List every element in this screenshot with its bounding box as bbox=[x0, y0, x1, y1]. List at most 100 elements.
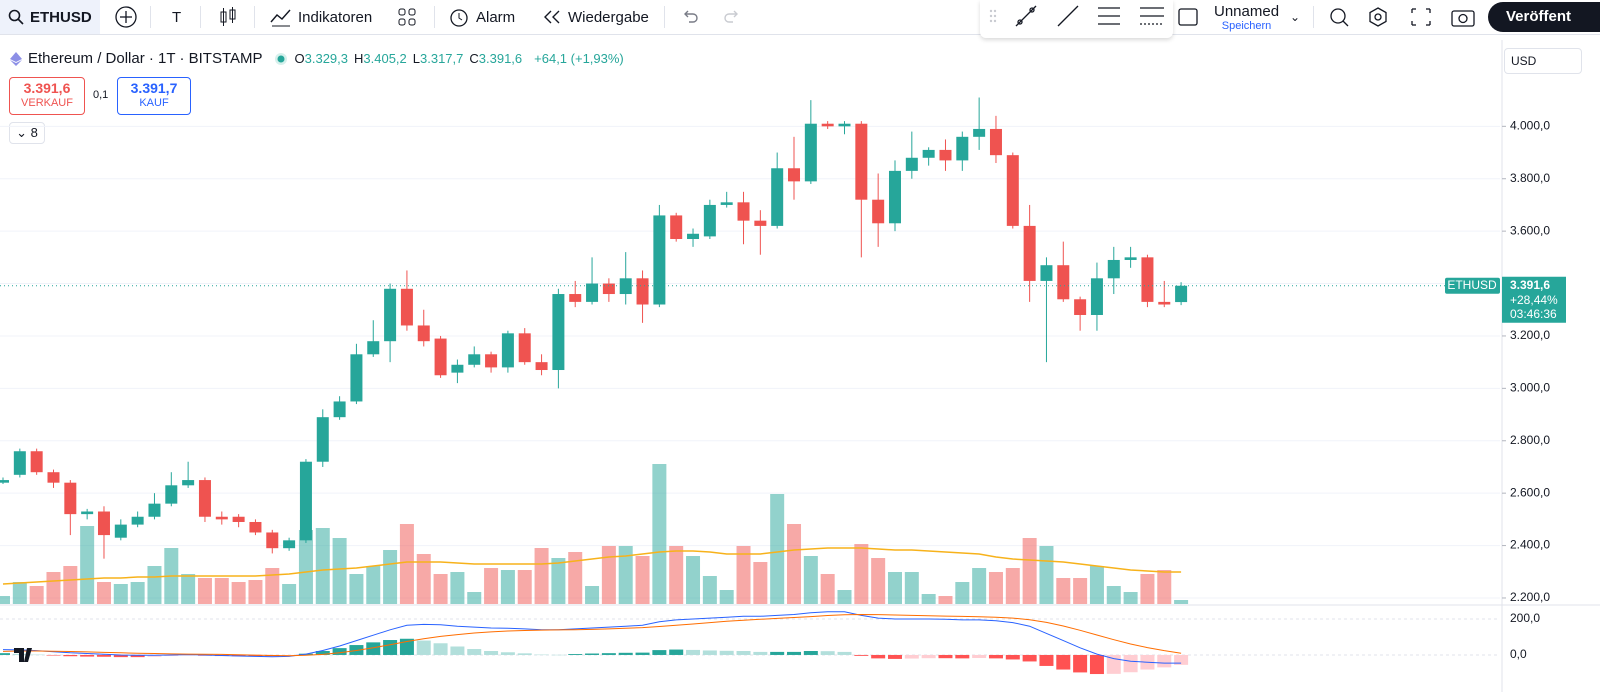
macd-histogram-bar bbox=[282, 654, 297, 656]
ohlc-key: L bbox=[412, 51, 420, 66]
volume-bar bbox=[635, 556, 650, 604]
rect-icon bbox=[1178, 8, 1198, 26]
macd-histogram-bar bbox=[181, 654, 196, 656]
undo-icon bbox=[684, 10, 698, 23]
candle-body bbox=[249, 521, 262, 533]
sell-button[interactable]: 3.391,6 VERKAUF bbox=[9, 77, 85, 115]
price-tag: ETHUSD bbox=[1447, 278, 1497, 292]
candle-body bbox=[451, 364, 464, 373]
volume-bar bbox=[383, 550, 398, 604]
toolbar-icons[interactable] bbox=[1326, 0, 1476, 34]
volume-bar bbox=[904, 572, 919, 604]
separator bbox=[664, 6, 665, 28]
volume-bar bbox=[1106, 586, 1121, 604]
volume-bar bbox=[1056, 578, 1071, 604]
macd-histogram-bar bbox=[315, 651, 330, 655]
ohlc-value: 3.317,7 bbox=[420, 51, 464, 66]
macd-histogram-bar bbox=[113, 654, 128, 658]
volume-bar bbox=[753, 562, 768, 604]
y-tick-label: 3.400,0 bbox=[1510, 276, 1550, 290]
layout-dropdown[interactable]: ⌄ bbox=[1290, 10, 1301, 24]
undo[interactable] bbox=[680, 0, 700, 34]
candle-icon bbox=[220, 7, 236, 26]
y-tick-label: 200,0 bbox=[1510, 611, 1540, 625]
macd-histogram-bar bbox=[854, 654, 869, 656]
volume-bar bbox=[736, 546, 751, 604]
volume-bar bbox=[921, 594, 936, 604]
candle-body bbox=[687, 233, 700, 240]
macd-histogram-bar bbox=[938, 654, 953, 659]
macd-histogram-bar bbox=[298, 653, 313, 655]
candle-body bbox=[1090, 278, 1103, 315]
volume-bar bbox=[130, 582, 145, 604]
volume-bar bbox=[181, 574, 196, 604]
macd-histogram-bar bbox=[197, 654, 212, 656]
candle-body bbox=[400, 288, 413, 326]
indicator-toggle[interactable]: ⌄ 8 bbox=[9, 122, 45, 144]
volume-bar bbox=[938, 596, 953, 604]
macd-histogram-bar bbox=[753, 651, 768, 655]
volume-bar bbox=[719, 590, 734, 604]
candle-body bbox=[384, 288, 397, 342]
volume-bar bbox=[265, 568, 280, 604]
macd-histogram-bar bbox=[635, 652, 650, 655]
volume-bar bbox=[349, 574, 364, 604]
redo[interactable] bbox=[722, 0, 742, 34]
macd-histogram-bar bbox=[0, 653, 10, 655]
macd-histogram-bar bbox=[736, 651, 751, 655]
macd-histogram-bar bbox=[12, 653, 27, 655]
candle-body bbox=[148, 503, 161, 517]
macd-histogram-bar bbox=[585, 653, 600, 655]
volume-bar bbox=[315, 528, 330, 604]
volume-bar bbox=[1123, 592, 1138, 604]
volume-bar bbox=[585, 586, 600, 604]
volume-bar bbox=[248, 580, 263, 604]
ohlc-key: H bbox=[354, 51, 364, 66]
publish-button[interactable]: Veröffent bbox=[1488, 2, 1600, 32]
candle-body bbox=[215, 516, 228, 520]
candle-body bbox=[0, 480, 9, 483]
macd-histogram-bar bbox=[871, 654, 886, 659]
volume-bar bbox=[282, 584, 297, 604]
candle-body bbox=[552, 294, 565, 371]
countdown: 03:46:36 bbox=[1510, 307, 1557, 321]
volume-bar bbox=[500, 570, 515, 604]
buy-button[interactable]: 3.391,7 KAUF bbox=[117, 77, 191, 115]
rectangle-tool[interactable] bbox=[1177, 0, 1199, 34]
macd-histogram-bar bbox=[164, 654, 179, 657]
y-tick-label: 2.800,0 bbox=[1510, 433, 1550, 447]
layouts-button[interactable] bbox=[397, 0, 417, 34]
macd-histogram-bar bbox=[96, 654, 111, 657]
ohlc-key: O bbox=[294, 51, 305, 66]
macd-histogram-bar bbox=[770, 651, 785, 655]
candle-body bbox=[653, 215, 666, 305]
volume-bar bbox=[702, 576, 717, 604]
ohlc-value: 3.329,3 bbox=[304, 51, 348, 66]
chart-type[interactable] bbox=[218, 0, 238, 34]
currency-select[interactable]: USD bbox=[1504, 48, 1582, 74]
indicators-button[interactable]: Indikatoren bbox=[270, 0, 372, 34]
macd-histogram-bar bbox=[1106, 654, 1121, 674]
candle-body bbox=[939, 149, 952, 161]
candle-body bbox=[434, 338, 447, 376]
volume-bar bbox=[551, 558, 566, 604]
y-tick-label: 3.000,0 bbox=[1510, 381, 1550, 395]
symbol-search[interactable]: ETHUSD bbox=[0, 0, 100, 34]
candle-body bbox=[1141, 257, 1154, 302]
layout-menu[interactable]: Unnamed Speichern bbox=[1214, 3, 1279, 32]
macd-histogram-bar bbox=[399, 638, 414, 655]
volume-bar bbox=[955, 582, 970, 604]
macd-histogram-bar bbox=[719, 650, 734, 655]
macd-histogram-bar bbox=[349, 645, 364, 655]
y-tick-label: 4.000,0 bbox=[1510, 119, 1550, 133]
macd-histogram-bar bbox=[214, 654, 229, 657]
interval[interactable]: T bbox=[172, 8, 182, 26]
volume-bar bbox=[1174, 600, 1189, 604]
candle-body bbox=[165, 485, 178, 504]
alarm-button[interactable]: Alarm bbox=[448, 0, 515, 34]
add-symbol[interactable] bbox=[114, 0, 138, 34]
candle-body bbox=[1006, 155, 1019, 226]
replay-button[interactable]: Wiedergabe bbox=[542, 0, 649, 34]
y-tick-label: 3.600,0 bbox=[1510, 223, 1550, 237]
